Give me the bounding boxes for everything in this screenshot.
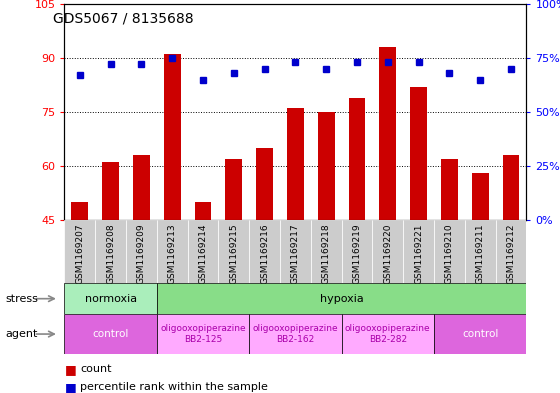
Bar: [133, 155, 150, 220]
Bar: [157, 220, 188, 283]
Text: GDS5067 / 8135688: GDS5067 / 8135688: [53, 12, 194, 26]
Text: GSM1169213: GSM1169213: [167, 223, 177, 284]
Bar: [256, 148, 273, 220]
Text: GSM1169215: GSM1169215: [229, 223, 239, 284]
Text: GSM1169221: GSM1169221: [414, 223, 423, 284]
Text: GSM1169211: GSM1169211: [475, 223, 485, 284]
Text: GSM1169208: GSM1169208: [106, 223, 115, 284]
Text: count: count: [80, 364, 111, 375]
Text: control: control: [462, 329, 498, 339]
Bar: [188, 220, 218, 283]
Text: GSM1169219: GSM1169219: [352, 223, 362, 284]
Bar: [95, 220, 126, 283]
Bar: [342, 314, 434, 354]
Text: stress: stress: [6, 294, 39, 304]
Text: GSM1169209: GSM1169209: [137, 223, 146, 284]
Bar: [287, 108, 304, 220]
Text: normoxia: normoxia: [85, 294, 137, 304]
Bar: [379, 47, 396, 220]
Bar: [64, 220, 95, 283]
Text: ■: ■: [64, 380, 76, 393]
Bar: [126, 220, 157, 283]
Text: agent: agent: [6, 329, 38, 339]
Bar: [225, 159, 242, 220]
Bar: [441, 159, 458, 220]
Text: GSM1169217: GSM1169217: [291, 223, 300, 284]
Bar: [280, 220, 311, 283]
Text: oligooxopiperazine
BB2-125: oligooxopiperazine BB2-125: [160, 324, 246, 344]
Bar: [348, 97, 366, 220]
Bar: [64, 283, 157, 314]
Text: GSM1169207: GSM1169207: [75, 223, 85, 284]
Bar: [410, 87, 427, 220]
Text: oligooxopiperazine
BB2-282: oligooxopiperazine BB2-282: [345, 324, 431, 344]
Bar: [465, 220, 496, 283]
Bar: [403, 220, 434, 283]
Text: GSM1169210: GSM1169210: [445, 223, 454, 284]
Text: ■: ■: [64, 363, 76, 376]
Bar: [372, 220, 403, 283]
Text: oligooxopiperazine
BB2-162: oligooxopiperazine BB2-162: [253, 324, 338, 344]
Bar: [249, 314, 342, 354]
Text: GSM1169212: GSM1169212: [506, 223, 516, 284]
Bar: [496, 220, 526, 283]
Text: percentile rank within the sample: percentile rank within the sample: [80, 382, 268, 392]
Text: GSM1169216: GSM1169216: [260, 223, 269, 284]
Text: GSM1169214: GSM1169214: [198, 223, 208, 284]
Text: GSM1169220: GSM1169220: [383, 223, 393, 284]
Bar: [434, 220, 465, 283]
Bar: [342, 220, 372, 283]
Text: hypoxia: hypoxia: [320, 294, 363, 304]
Bar: [194, 202, 212, 220]
Bar: [249, 220, 280, 283]
Bar: [218, 220, 249, 283]
Bar: [102, 162, 119, 220]
Bar: [502, 155, 520, 220]
Bar: [472, 173, 489, 220]
Text: GSM1169218: GSM1169218: [321, 223, 331, 284]
Bar: [157, 314, 249, 354]
Bar: [311, 220, 342, 283]
Text: control: control: [92, 329, 129, 339]
Bar: [434, 314, 526, 354]
Bar: [64, 314, 157, 354]
Bar: [318, 112, 335, 220]
Bar: [164, 54, 181, 220]
Bar: [71, 202, 88, 220]
Bar: [157, 283, 526, 314]
